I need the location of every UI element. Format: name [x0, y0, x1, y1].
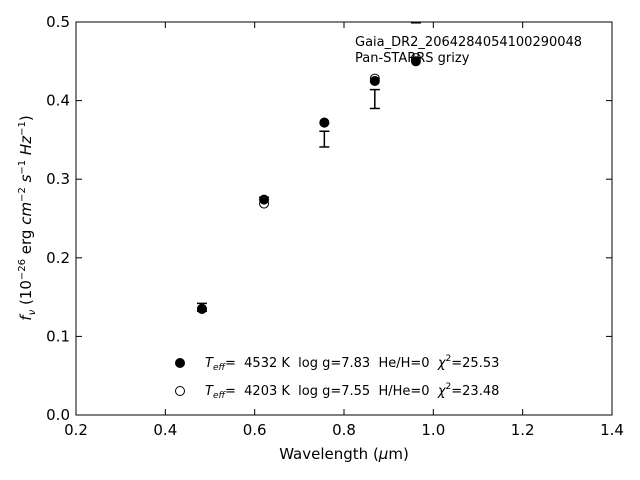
model-point-filled	[259, 194, 270, 205]
model-point-filled	[410, 56, 421, 67]
x-axis-label: Wavelength (μm)	[279, 445, 409, 463]
legend-entry-2: Teff= 4203 K log g=7.55 H/He=0 χ2=23.48	[205, 382, 499, 401]
x-tick-label: 0.6	[243, 421, 267, 439]
x-tick-label: 0.8	[332, 421, 356, 439]
chart-title-line-2: Pan-STARRS grizy	[355, 51, 470, 66]
model-point-filled	[196, 303, 207, 314]
chart-title-line-1: Gaia_DR2_2064284054100290048	[355, 35, 582, 50]
legend-entry-1: Teff= 4532 K log g=7.83 He/H=0 χ2=25.53	[205, 354, 499, 373]
y-tick-label: 0.0	[46, 406, 70, 424]
model-point-filled	[369, 75, 380, 86]
observed-errorbar	[369, 88, 380, 110]
plot-area	[196, 22, 421, 314]
y-tick-label: 0.1	[46, 327, 70, 345]
axis-ticks: 0.2 0.4 0.6 0.8 1.0 1.2 1.4 0.0 0.1 0.2 0.3 0.4 0.5	[46, 13, 624, 439]
y-tick-label: 0.3	[46, 170, 70, 188]
y-tick-label: 0.5	[46, 13, 70, 31]
observed-errorbar	[319, 130, 330, 148]
x-tick-label: 1.2	[511, 421, 535, 439]
observed-errorbar	[410, 22, 421, 24]
x-tick-label: 0.2	[64, 421, 88, 439]
y-tick-label: 0.4	[46, 92, 70, 110]
legend: Teff= 4532 K log g=7.83 He/H=0 χ2=25.53 …	[175, 354, 499, 401]
x-tick-label: 0.4	[153, 421, 177, 439]
model-point-filled	[319, 117, 330, 128]
y-axis-label: fν (10−26 erg cm−2 s−1 Hz−1)	[17, 115, 38, 320]
y-tick-label: 0.2	[46, 249, 70, 267]
x-tick-label: 1.4	[600, 421, 624, 439]
x-tick-label: 1.0	[421, 421, 445, 439]
legend-marker-filled	[175, 358, 185, 368]
legend-marker-open	[175, 386, 185, 396]
